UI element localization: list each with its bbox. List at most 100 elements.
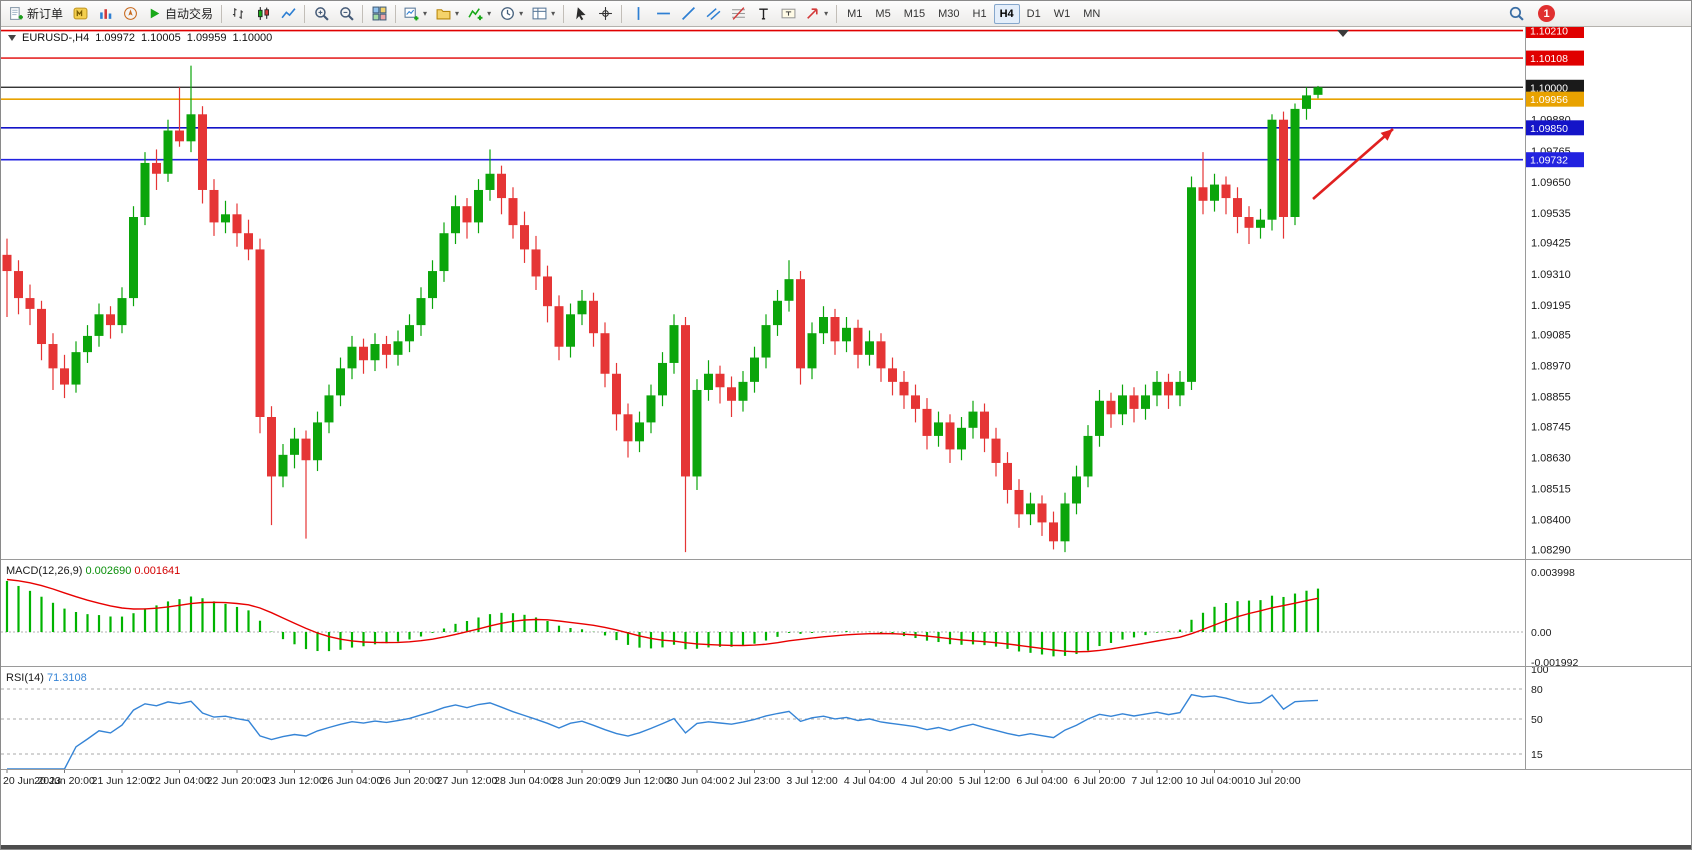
vertical-line-button[interactable] (626, 3, 650, 25)
candle-body (980, 411, 989, 439)
time-axis-label: 5 Jul 12:00 (959, 775, 1011, 787)
chart-svg[interactable]: MACD(12,26,9) 0.002690 0.001641 RSI(14) 7… (1, 27, 1692, 850)
crosshair-button[interactable] (593, 3, 617, 25)
one-click-trading-toggle-icon[interactable] (8, 35, 16, 41)
candle-body (1279, 119, 1288, 217)
horizontal-line-icon (656, 12, 670, 15)
timeframe-m15-button[interactable]: M15 (903, 7, 926, 20)
arrows-button[interactable]: ▾ (801, 3, 832, 25)
time-axis-label: 28 Jun 20:00 (552, 775, 613, 787)
candle-body (359, 346, 368, 361)
candlestick-chart-icon (257, 7, 269, 20)
zoom-in-icon (314, 7, 329, 21)
candle-body (819, 317, 828, 334)
candle-body (1187, 187, 1196, 382)
metaeditor-button[interactable] (68, 3, 92, 25)
new-order-icon (10, 7, 23, 20)
candle-body (968, 411, 978, 428)
notification-badge[interactable]: 1 (1538, 5, 1555, 22)
timeframe-m5-button[interactable]: M5 (875, 7, 891, 20)
price-marker-chip (1526, 120, 1584, 136)
new-chart-button[interactable]: ▾ (400, 3, 431, 25)
cursor-button[interactable] (568, 3, 592, 25)
candle-body (911, 395, 920, 409)
periods-button[interactable]: ▾ (496, 3, 527, 25)
candle-body (198, 114, 207, 190)
price-marker-label: 1.10108 (1530, 53, 1568, 65)
timeframe-h4-button[interactable]: H4 (993, 3, 1020, 24)
macd-signal-line (6, 578, 1319, 653)
rsi-line (7, 693, 1319, 770)
macd-pane[interactable]: MACD(12,26,9) 0.002690 0.001641 (1, 565, 1523, 657)
zoom-out-button[interactable] (334, 3, 358, 25)
time-axis-label: 2 Jul 23:00 (729, 775, 781, 787)
navigator-button[interactable] (118, 3, 142, 25)
market-watch-button[interactable] (93, 3, 117, 25)
search-button[interactable] (1504, 3, 1528, 25)
candle-body (1290, 108, 1300, 217)
candle-body (1083, 435, 1093, 477)
candle-body (1106, 400, 1116, 415)
autotrading-button[interactable]: 自动交易 (143, 3, 217, 25)
candle-body (347, 346, 357, 369)
bar-chart-button[interactable] (226, 3, 250, 25)
price-axis-label: 1.08855 (1531, 392, 1571, 404)
candle-body (221, 214, 230, 223)
toolbar-right-cluster: 1 (1504, 3, 1687, 25)
text-icon (758, 8, 768, 20)
timeframe-m30-button[interactable]: M30 (938, 7, 960, 20)
candle-body (1152, 381, 1162, 396)
bottom-strip (1, 845, 1691, 849)
indicators-button[interactable]: ▾ (464, 3, 495, 25)
time-axis-label: 28 Jun 04:00 (494, 775, 555, 787)
candle-body (255, 249, 265, 417)
candle-body (612, 373, 621, 415)
candle-body (290, 438, 299, 455)
svg-text:0.00: 0.00 (1531, 627, 1552, 639)
candle-body (1244, 217, 1254, 228)
fibonacci-icon (731, 7, 745, 20)
price-marker-chip (1526, 91, 1584, 107)
candle-body (761, 325, 771, 358)
chart-shift-marker-icon[interactable] (1337, 30, 1349, 37)
zoom-out-icon (339, 7, 354, 21)
zoom-in-button[interactable] (309, 3, 333, 25)
timeframe-m1-button[interactable]: M1 (847, 7, 863, 20)
tile-windows-button[interactable] (367, 3, 391, 25)
price-axis-label: 1.09650 (1531, 177, 1571, 189)
new-order-button[interactable]: 新订单 (5, 3, 67, 25)
dropdown-caret-icon: ▾ (455, 8, 460, 18)
text-button[interactable] (751, 3, 775, 25)
timeframe-mn-button[interactable]: MN (1083, 7, 1101, 20)
line-chart-button[interactable] (276, 3, 300, 25)
trend-arrow[interactable] (1312, 128, 1394, 200)
price-axis-label: 1.09425 (1531, 238, 1571, 250)
price-axis-label: 1.09310 (1531, 269, 1571, 281)
candle-body (922, 408, 932, 436)
horizontal-line-button[interactable] (651, 3, 675, 25)
candle-body (1003, 462, 1012, 490)
rsi-pane[interactable]: RSI(14) 71.3108 (1, 672, 1523, 770)
profiles-button[interactable]: ▾ (432, 3, 463, 25)
main-pane[interactable] (1, 29, 1523, 553)
timeframe-d1-button[interactable]: D1 (1026, 7, 1041, 20)
templates-button[interactable]: ▾ (528, 3, 559, 25)
time-axis-label: 20 Jun 2023 (3, 775, 61, 787)
equidistant-channel-button[interactable] (701, 3, 725, 25)
candle-body (1026, 503, 1035, 515)
candlestick-chart-button[interactable] (251, 3, 275, 25)
timeframe-w1-button[interactable]: W1 (1053, 7, 1071, 20)
fibonacci-button[interactable] (726, 3, 750, 25)
timeframe-h1-button[interactable]: H1 (972, 7, 987, 20)
toolbar-separator (304, 4, 306, 23)
price-axis[interactable]: 0.0039980.00-0.0019921008050151.098801.0… (1526, 27, 1584, 761)
trendline-button[interactable] (676, 3, 700, 25)
cursor-icon (575, 7, 586, 21)
candle-body (520, 225, 529, 250)
candle-body (991, 438, 1001, 463)
text-label-button[interactable] (776, 3, 800, 25)
svg-text:0.003998: 0.003998 (1531, 567, 1575, 579)
candle-body (727, 387, 736, 401)
price-axis-label: 1.08630 (1531, 453, 1571, 465)
